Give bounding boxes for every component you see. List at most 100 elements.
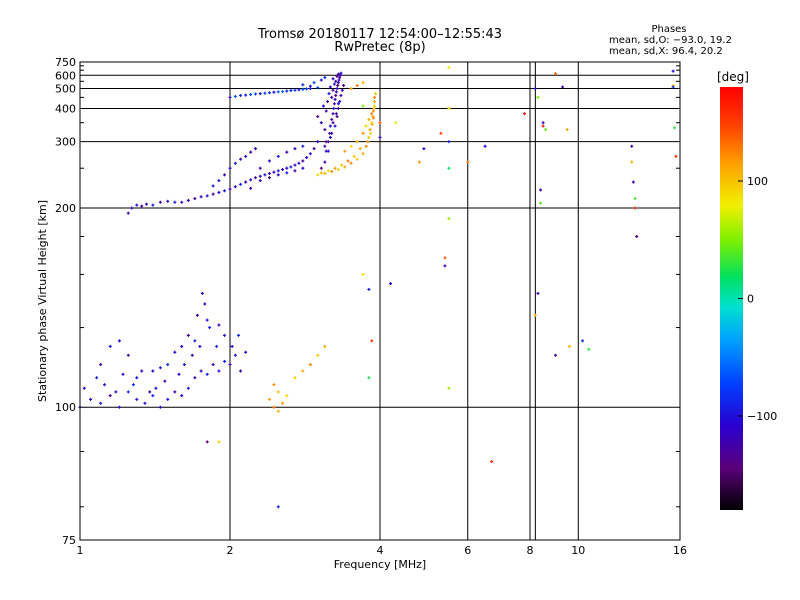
echo-point [198,344,202,348]
echo-point [355,83,359,87]
echo-point [117,405,121,409]
echo-point [316,115,320,119]
echo-point [239,182,243,186]
echo-point [587,347,591,351]
echo-point [330,95,334,99]
echo-point [223,189,227,193]
echo-point [305,156,309,160]
echo-point [154,386,158,390]
echo-point [536,95,540,99]
echo-point [324,109,328,113]
echo-point [249,150,253,154]
echo-point [339,71,343,75]
y-tick-label: 75 [62,534,76,547]
echo-point [330,131,334,135]
echo-point [536,291,540,295]
echo-point [581,339,585,343]
echo-point [253,92,257,96]
echo-point [331,121,335,125]
echo-point [369,131,373,135]
echo-point [130,206,134,210]
echo-point [417,160,421,164]
echo-point [173,200,177,204]
echo-point [333,166,337,170]
echo-point [334,90,338,94]
echo-point [301,87,305,91]
echo-point [336,72,340,76]
echo-point [276,505,280,509]
echo-point [308,363,312,367]
echo-point [289,165,293,169]
echo-point [671,85,675,89]
echo-point [490,460,494,464]
echo-point [135,376,139,380]
echo-point [99,363,103,367]
echo-point [135,397,139,401]
echo-point [182,363,186,367]
echo-point [332,82,336,86]
echo-point [567,344,571,348]
echo-point [114,390,118,394]
y-tick-label: 200 [55,202,76,215]
echo-point [233,353,237,357]
echo-point [158,200,162,204]
echo-point [447,166,451,170]
echo-point [561,85,565,89]
x-tick-label: 6 [464,544,471,557]
echo-point [208,326,212,330]
echo-point [108,344,112,348]
echo-point [671,69,675,73]
echo-point [324,140,328,144]
echo-point [272,383,276,387]
echo-point [249,93,253,97]
echo-point [281,168,285,172]
echo-point [276,154,280,158]
echo-point [633,197,637,201]
echo-point [180,394,184,398]
echo-point [293,163,297,167]
echo-point [346,159,350,163]
echo-point [447,106,451,110]
echo-point [190,353,194,357]
echo-point [371,116,375,120]
echo-point [367,135,371,139]
echo-point [217,369,221,373]
echo-point [203,302,207,306]
echo-point [276,409,280,413]
echo-point [186,333,190,337]
echo-point [334,93,338,97]
echo-point [565,128,569,132]
echo-point [267,159,271,163]
echo-point [336,102,340,106]
x-axis-label: Frequency [MHz] [334,558,426,571]
echo-point [523,112,527,116]
echo-point [276,90,280,94]
echo-point [276,390,280,394]
echo-point [539,201,543,205]
echo-point [335,74,339,78]
echo-point [308,84,312,88]
echo-point [267,397,271,401]
echo-point [338,76,342,80]
x-tick-label: 1 [77,544,84,557]
echo-point [233,161,237,165]
echo-point [108,394,112,398]
x-tick-label: 8 [527,544,534,557]
y-tick-label: 750 [55,56,76,69]
echo-point [151,203,155,207]
echo-point [316,173,320,177]
echo-point [148,390,152,394]
echo-point [173,390,177,394]
echo-point [180,200,184,204]
echo-point [443,256,447,260]
echo-point [372,106,376,110]
echo-point [217,440,221,444]
echo-point [630,144,634,148]
echo-point [361,131,365,135]
echo-point [367,376,371,380]
echo-point [355,157,359,161]
chart-title-line1: Tromsø 20180117 12:54:00–12:55:43 [257,27,503,42]
echo-point [332,102,336,106]
echo-point [447,217,451,221]
